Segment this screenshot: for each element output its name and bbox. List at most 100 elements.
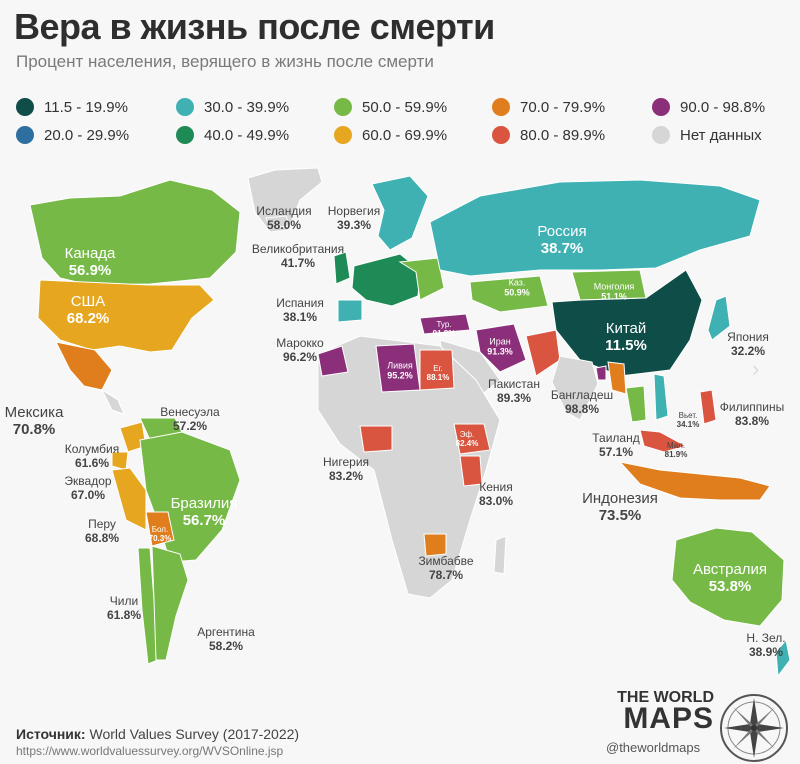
label-mexico: Мексика 70.8% <box>4 403 64 438</box>
region-scandinavia <box>371 175 429 251</box>
legend-item: Нет данных <box>652 126 762 144</box>
label-russia: Россия 38.7% <box>537 222 587 257</box>
region-ethiopia <box>453 423 491 455</box>
region-madagascar <box>493 535 507 575</box>
region-greenland <box>247 167 323 233</box>
region-egypt <box>419 349 455 391</box>
region-central-america <box>100 388 125 415</box>
label-kenya: Кения 83.0% <box>478 480 514 508</box>
region-bangladesh <box>595 365 607 381</box>
region-canada <box>29 179 241 286</box>
region-australia <box>671 527 785 627</box>
page-subtitle: Процент населения, верящего в жизнь посл… <box>16 52 434 71</box>
label-philippines: Филиппины 83.8% <box>719 400 785 428</box>
label-mongolia: Монголия 51.1% <box>593 281 635 302</box>
label-venezuela: Венесуэла 57.2% <box>160 405 220 433</box>
legend-item: 11.5 - 19.9% <box>16 98 128 116</box>
label-ethiopia: Эф. 82.4% <box>455 429 479 448</box>
label-morocco: Марокко 96.2% <box>276 336 324 364</box>
brand-handle: @theworldmaps <box>606 740 701 755</box>
legend-swatch <box>492 98 510 116</box>
region-morocco <box>317 345 349 377</box>
region-europe-east <box>398 257 445 301</box>
legend-swatch <box>652 98 670 116</box>
label-usa: США 68.2% <box>66 292 110 327</box>
region-japan <box>707 295 731 341</box>
label-bangladesh: Бангладеш 98.8% <box>550 388 614 416</box>
legend-swatch <box>16 98 34 116</box>
region-vietnam <box>653 373 669 421</box>
legend-swatch <box>16 126 34 144</box>
region-indonesia <box>618 461 771 501</box>
region-thailand <box>625 385 647 423</box>
legend-swatch <box>334 98 352 116</box>
legend-item: 40.0 - 49.9% <box>176 126 289 144</box>
region-nigeria <box>359 425 393 453</box>
region-turkey <box>419 313 471 335</box>
label-japan: Япония 32.2% <box>727 330 769 358</box>
label-egypt: Ег. 88.1% <box>426 363 450 382</box>
label-libya: Ливия 95.2% <box>387 360 413 381</box>
source-line: Источник: World Values Survey (2017-2022… <box>16 726 300 742</box>
label-iceland: Исландия 58.0% <box>256 204 312 232</box>
label-ecuador: Эквадор 67.0% <box>64 474 112 502</box>
region-russia <box>429 179 761 277</box>
label-iran: Иран 91.3% <box>487 336 513 357</box>
region-kenya <box>459 455 483 487</box>
label-indonesia: Индонезия 73.5% <box>582 489 658 524</box>
page-title: Вера в жизнь после смерти <box>14 6 495 47</box>
region-malaysia <box>639 429 688 453</box>
label-zimbabwe: Зимбабве 78.7% <box>418 554 474 582</box>
legend-item: 50.0 - 59.9% <box>334 98 447 116</box>
region-myanmar <box>607 361 627 395</box>
region-iran <box>475 323 527 373</box>
chevron-right-icon: › <box>752 356 760 381</box>
label-spain: Испания 38.1% <box>276 296 324 324</box>
region-uk <box>333 251 351 285</box>
label-australia: Австралия 53.8% <box>692 560 768 595</box>
region-europe-west <box>351 253 421 307</box>
label-argentina: Аргентина 58.2% <box>197 625 255 653</box>
region-argentina <box>151 545 189 661</box>
world-map <box>29 167 791 678</box>
label-turkey: Тур. 91.8% <box>432 319 456 338</box>
region-zimbabwe <box>423 533 447 557</box>
legend-swatch <box>652 126 670 144</box>
legend-item: 20.0 - 29.9% <box>16 126 129 144</box>
region-peru <box>111 467 147 531</box>
label-peru: Перу 68.8% <box>84 517 120 545</box>
legend-swatch <box>176 98 194 116</box>
label-nigeria: Нигерия 83.2% <box>322 455 370 483</box>
label-norway: Норвегия 39.3% <box>327 204 381 232</box>
label-newzealand: Н. Зел. 38.9% <box>746 631 786 659</box>
label-pakistan: Пакистан 89.3% <box>488 377 540 405</box>
legend-swatch <box>334 126 352 144</box>
region-usa <box>37 279 215 353</box>
label-brazil: Бразилия 56.7% <box>170 494 238 529</box>
label-bolivia: Бол. 70.3% <box>148 524 172 543</box>
region-china <box>551 269 703 377</box>
region-pakistan <box>525 329 561 377</box>
region-kazakhstan <box>469 275 549 313</box>
legend-item: 80.0 - 89.9% <box>492 126 605 144</box>
label-thailand: Таиланд 57.1% <box>592 431 640 459</box>
region-iceland <box>265 215 291 229</box>
label-uk: Великобритания 41.7% <box>251 242 345 270</box>
legend-item: 60.0 - 69.9% <box>334 126 447 144</box>
label-vietnam: Вьет. 34.1% <box>676 410 700 429</box>
label-china: Китай 11.5% <box>605 319 647 354</box>
region-spain <box>337 299 363 323</box>
compass-icon <box>720 694 788 762</box>
region-newzealand <box>775 638 791 678</box>
legend-swatch <box>176 126 194 144</box>
legend: 11.5 - 19.9% 20.0 - 29.9% 30.0 - 39.9% 4… <box>16 98 796 148</box>
source-url: https://www.worldvaluessurvey.org/WVSOnl… <box>16 744 284 758</box>
legend-item: 30.0 - 39.9% <box>176 98 289 116</box>
region-india <box>551 355 599 421</box>
label-malaysia: Мал. 81.9% <box>664 440 688 459</box>
region-mexico <box>55 341 113 391</box>
label-chile: Чили 61.8% <box>106 594 142 622</box>
region-philippines <box>699 389 717 425</box>
brand-logo: THE WORLD MAPS <box>617 689 714 736</box>
label-colombia: Колумбия 61.6% <box>64 442 120 470</box>
